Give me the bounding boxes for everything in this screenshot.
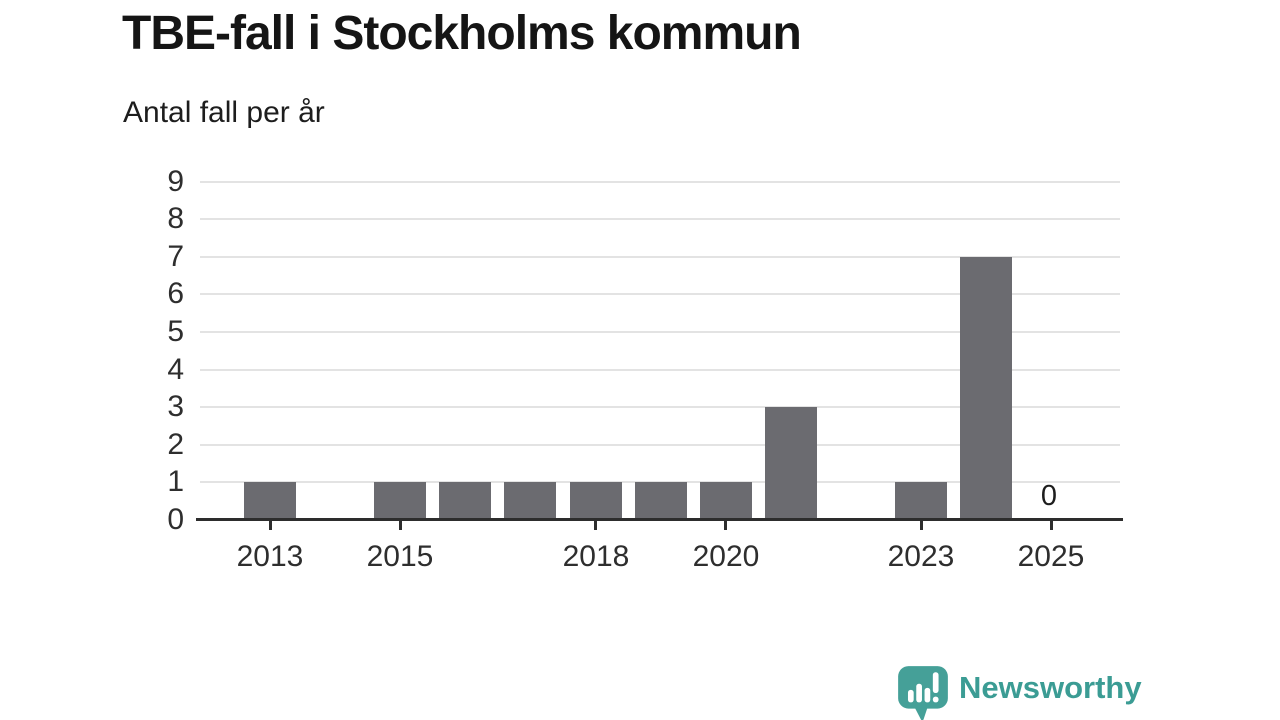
y-tick-label: 5 xyxy=(167,315,184,348)
y-tick-label: 8 xyxy=(167,202,184,236)
y-tick-label: 4 xyxy=(167,352,184,386)
bar-value-label-2025: 0 xyxy=(1040,480,1058,512)
gridline-y-5 xyxy=(200,331,1120,333)
y-tick-label: 3 xyxy=(167,390,184,424)
x-tick-2025 xyxy=(1050,521,1053,530)
x-tick-label: 2015 xyxy=(366,540,434,573)
x-tick-label: 2025 xyxy=(1017,540,1085,573)
x-tick-label: 2018 xyxy=(562,540,630,573)
x-tick-2015 xyxy=(399,521,402,530)
bar-2021 xyxy=(765,407,817,518)
newsworthy-logo: Newsworthy xyxy=(896,664,1142,720)
gridline-y-7 xyxy=(200,255,1120,258)
bar-2015 xyxy=(374,482,426,518)
newsworthy-bubble-chart-icon xyxy=(896,664,950,720)
gridline-y-8 xyxy=(200,218,1120,221)
chart-subtitle: Antal fall per år xyxy=(123,96,325,129)
gridline-y-2 xyxy=(200,443,1120,446)
x-tick-2018 xyxy=(594,521,597,530)
x-tick-label: 2013 xyxy=(236,540,304,573)
bar-2013 xyxy=(244,482,296,518)
bar-2017 xyxy=(504,482,556,518)
y-tick-label: 7 xyxy=(167,239,184,273)
gridline-y-9 xyxy=(200,180,1120,183)
bar-2020 xyxy=(700,482,752,518)
y-tick-label: 1 xyxy=(167,465,184,499)
bar-2023 xyxy=(895,482,947,518)
bar-2024 xyxy=(960,257,1012,518)
bar-2019 xyxy=(635,482,687,518)
x-tick-2020 xyxy=(724,521,727,530)
bar-2018 xyxy=(570,482,622,518)
newsworthy-wordmark: Newsworthy xyxy=(959,670,1142,705)
x-tick-2013 xyxy=(269,521,272,530)
x-axis-line xyxy=(196,518,1123,521)
x-tick-2023 xyxy=(920,521,923,530)
gridline-y-4 xyxy=(200,368,1120,371)
y-tick-label: 6 xyxy=(167,277,184,311)
chart-title: TBE-fall i Stockholms kommun xyxy=(122,7,802,60)
bar-2016 xyxy=(439,482,491,518)
y-tick-label: 0 xyxy=(167,503,184,536)
x-tick-label: 2023 xyxy=(887,540,955,573)
gridline-y-3 xyxy=(200,406,1120,409)
gridline-y-6 xyxy=(200,293,1120,296)
y-tick-label: 2 xyxy=(167,427,184,461)
x-tick-label: 2020 xyxy=(692,540,760,573)
y-tick-label: 9 xyxy=(167,164,184,198)
